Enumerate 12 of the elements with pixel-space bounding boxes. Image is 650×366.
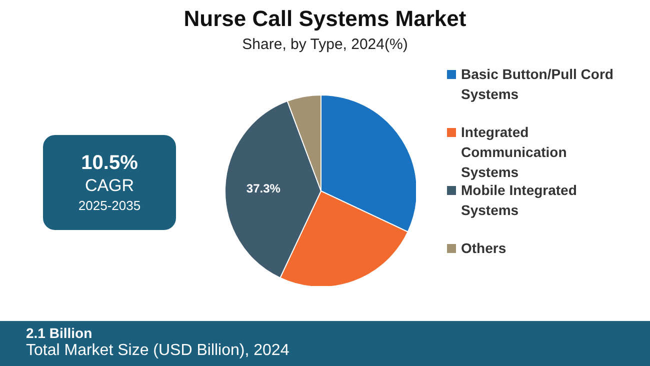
chart-title: Nurse Call Systems Market: [182, 6, 468, 32]
chart-subtitle: Share, by Type, 2024(%): [241, 36, 409, 53]
legend-label: Others: [461, 239, 508, 258]
legend-label: Integrated Communication Systems: [461, 123, 568, 182]
text: Total Market Size (USD Billion), 2024: [26, 342, 290, 360]
data-label: 37.3%: [246, 182, 281, 196]
text: CAGR: [84, 176, 136, 196]
legend-label: Basic Button/Pull Cord Systems: [461, 65, 614, 104]
legend-label: Mobile Integrated Systems: [461, 181, 578, 220]
text: 2.1 Billion: [26, 325, 92, 341]
text: 10.5%: [80, 152, 139, 175]
text: 2025-2035: [77, 198, 142, 213]
